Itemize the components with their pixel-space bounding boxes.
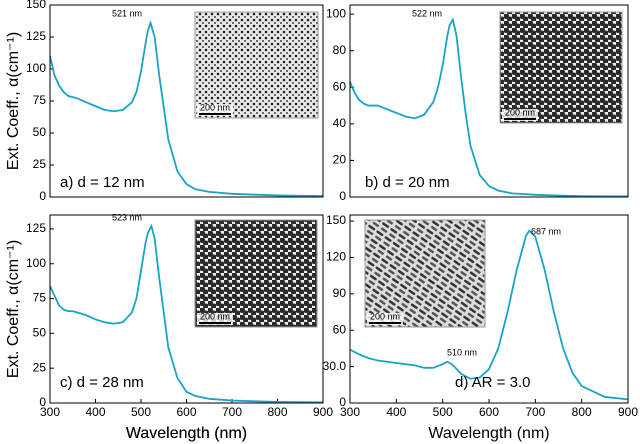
y-tick-label: 0 xyxy=(339,189,346,203)
spectrum-line xyxy=(49,19,324,197)
tem-inset xyxy=(194,219,318,328)
x-tick-label: 900 xyxy=(618,405,638,419)
x-tick-label: 400 xyxy=(386,405,406,419)
y-tick-label: 25 xyxy=(33,360,47,374)
x-tick-label: 700 xyxy=(525,405,545,419)
peak-label: 510 nm xyxy=(447,347,477,357)
y-tick-label: 100 xyxy=(26,61,46,75)
tem-inset xyxy=(364,219,486,328)
x-tick-label: 400 xyxy=(85,405,105,419)
x-tick-label: 300 xyxy=(340,405,360,419)
y-tick-label: 30.0 xyxy=(323,359,347,373)
y-tick-label: 40 xyxy=(333,116,347,130)
y-tick-label: 60 xyxy=(333,79,347,93)
y-tick-label: 100 xyxy=(326,6,346,20)
panel-label: c) d = 28 nm xyxy=(60,374,144,391)
y-axis-label: Ext. Coeff., α(cm⁻¹) xyxy=(5,240,22,378)
x-tick-label: 900 xyxy=(313,405,333,419)
plot-frame xyxy=(349,214,629,404)
x-tick-label: 300 xyxy=(40,405,60,419)
panel-label: d) AR = 3.0 xyxy=(455,374,530,391)
y-tick-label: 75 xyxy=(33,291,47,305)
peak-label: 521 nm xyxy=(112,8,142,18)
scale-label: 200 nm xyxy=(200,102,230,112)
peak-label: 687 nm xyxy=(531,226,561,236)
x-tick-label: 800 xyxy=(267,405,287,419)
spectrum-line xyxy=(49,223,324,404)
peak-label: 523 nm xyxy=(112,212,142,222)
plot-frame xyxy=(49,4,324,198)
x-tick-label: 800 xyxy=(572,405,592,419)
x-axis-label: Wavelength (nm) xyxy=(126,425,247,442)
x-tick-label: 500 xyxy=(433,405,453,419)
y-tick-label: 150 xyxy=(326,213,346,227)
x-tick-label: 500 xyxy=(131,405,151,419)
x-tick-label: 700 xyxy=(222,405,242,419)
y-tick-label: 50 xyxy=(33,326,47,340)
x-tick-label: 600 xyxy=(176,405,196,419)
tem-inset xyxy=(499,11,623,124)
scale-label: 200 nm xyxy=(370,311,400,321)
y-tick-label: 100 xyxy=(26,256,46,270)
y-tick-label: 0 xyxy=(39,395,46,409)
spectrum-line xyxy=(349,229,629,401)
y-tick-label: 125 xyxy=(26,221,46,235)
peak-label: 522 nm xyxy=(412,8,442,18)
y-tick-label: 125 xyxy=(26,29,46,43)
y-tick-label: 0 xyxy=(39,189,46,203)
y-tick-label: 150 xyxy=(26,0,46,11)
scale-label: 200 nm xyxy=(200,311,230,321)
x-tick-label: 600 xyxy=(479,405,499,419)
spectrum-line xyxy=(349,17,629,198)
y-axis-label: Ext. Coeff., α(cm⁻¹) xyxy=(5,32,22,170)
y-tick-label: 60 xyxy=(333,322,347,336)
x-axis-label: Wavelength (nm) xyxy=(126,425,247,442)
scale-label: 200 nm xyxy=(505,107,535,117)
tem-inset xyxy=(194,11,319,119)
y-tick-label: 50 xyxy=(33,125,47,139)
y-tick-label: 120 xyxy=(326,250,346,264)
y-tick-label: 80 xyxy=(333,43,347,57)
panel-label: a) d = 12 nm xyxy=(60,174,145,191)
y-tick-label: 75 xyxy=(33,93,47,107)
panel-label: b) d = 20 nm xyxy=(365,174,450,191)
plot-frame xyxy=(49,214,324,404)
y-tick-label: 20 xyxy=(333,153,347,167)
plot-frame xyxy=(349,4,629,198)
x-axis-label: Wavelength (nm) xyxy=(428,425,549,442)
y-tick-label: 90 xyxy=(333,286,347,300)
y-tick-label: 0 xyxy=(339,395,346,409)
y-tick-label: 25 xyxy=(33,157,47,171)
